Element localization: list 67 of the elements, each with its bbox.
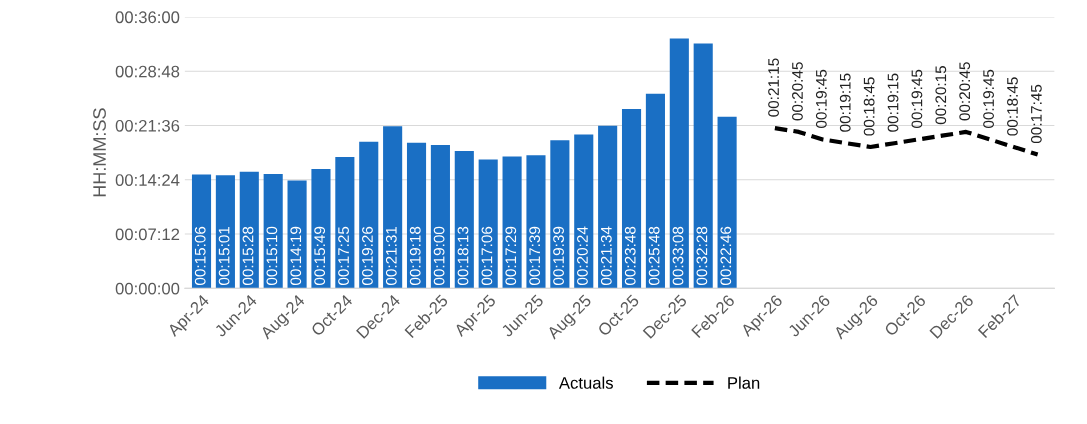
data-label: 00:25:48	[648, 226, 660, 286]
data-label: 00:17:25	[338, 226, 349, 286]
data-label: 00:18:13	[457, 226, 469, 286]
data-label: 00:33:08	[672, 226, 684, 286]
data-label: 00:23:48	[624, 226, 636, 286]
data-label: 00:17:29	[505, 226, 517, 286]
bar	[454, 151, 474, 289]
data-label: 00:17:06	[481, 226, 493, 286]
data-label: 00:19:18	[409, 226, 421, 286]
bar	[478, 159, 498, 289]
bar	[598, 125, 618, 289]
bar	[383, 126, 403, 289]
legend-label: Actuals	[558, 376, 613, 389]
data-label: 00:19:45	[815, 69, 827, 128]
bar	[215, 175, 235, 289]
bar	[239, 171, 259, 289]
data-label: 00:20:45	[792, 62, 803, 121]
data-label: 00:17:39	[529, 226, 541, 286]
y-axis-title: HH:MM:SS	[93, 108, 106, 197]
data-label: 00:15:28	[242, 226, 254, 286]
data-label: 00:19:15	[839, 73, 851, 132]
data-label: 00:15:10	[266, 226, 278, 286]
legend-label: Plan	[728, 376, 760, 389]
y-tick-label: 00:21:36	[115, 119, 180, 132]
y-tick-label: 00:07:12	[115, 228, 180, 241]
bar	[693, 43, 713, 289]
bar	[335, 157, 355, 289]
bar	[574, 134, 594, 289]
data-label: 00:15:01	[218, 226, 230, 286]
data-label: 00:22:46	[720, 226, 732, 286]
bar	[287, 180, 307, 289]
y-tick-label: 00:28:48	[115, 65, 180, 78]
data-label: 00:18:45	[863, 77, 875, 136]
bar	[430, 145, 450, 289]
bar	[311, 169, 331, 289]
data-label: 00:19:45	[911, 69, 923, 128]
data-label: 00:17:45	[1030, 84, 1042, 144]
bar	[621, 108, 642, 289]
data-label: 00:21:34	[600, 226, 612, 286]
data-label: 00:20:15	[935, 66, 947, 125]
bar	[717, 116, 737, 289]
bar	[550, 140, 570, 289]
data-label: 00:20:45	[959, 62, 971, 121]
y-tick-label: 00:00:00	[115, 282, 180, 295]
y-tick-label: 00:14:24	[115, 174, 180, 186]
data-label: 00:19:15	[887, 73, 899, 132]
data-label: 00:18:45	[1007, 77, 1018, 136]
bar	[406, 142, 427, 289]
data-label: 00:19:45	[983, 69, 994, 128]
data-label: 00:32:28	[696, 226, 708, 286]
bar	[359, 141, 379, 289]
bar	[645, 93, 665, 289]
data-label: 00:21:31	[385, 226, 397, 286]
data-label: 00:21:15	[768, 58, 779, 117]
data-label: 00:19:39	[553, 226, 564, 286]
data-label: 00:15:06	[194, 226, 206, 286]
data-label: 00:14:19	[290, 226, 302, 286]
data-label: 00:15:49	[314, 226, 326, 286]
bar	[502, 156, 522, 289]
bar	[669, 38, 689, 289]
data-label: 00:19:26	[362, 226, 373, 286]
bar	[191, 174, 212, 289]
bar	[263, 174, 283, 289]
bar	[526, 155, 546, 289]
y-tick-label: 00:36:00	[115, 11, 180, 24]
data-label: 00:20:24	[577, 226, 588, 286]
data-label: 00:19:00	[433, 226, 445, 286]
